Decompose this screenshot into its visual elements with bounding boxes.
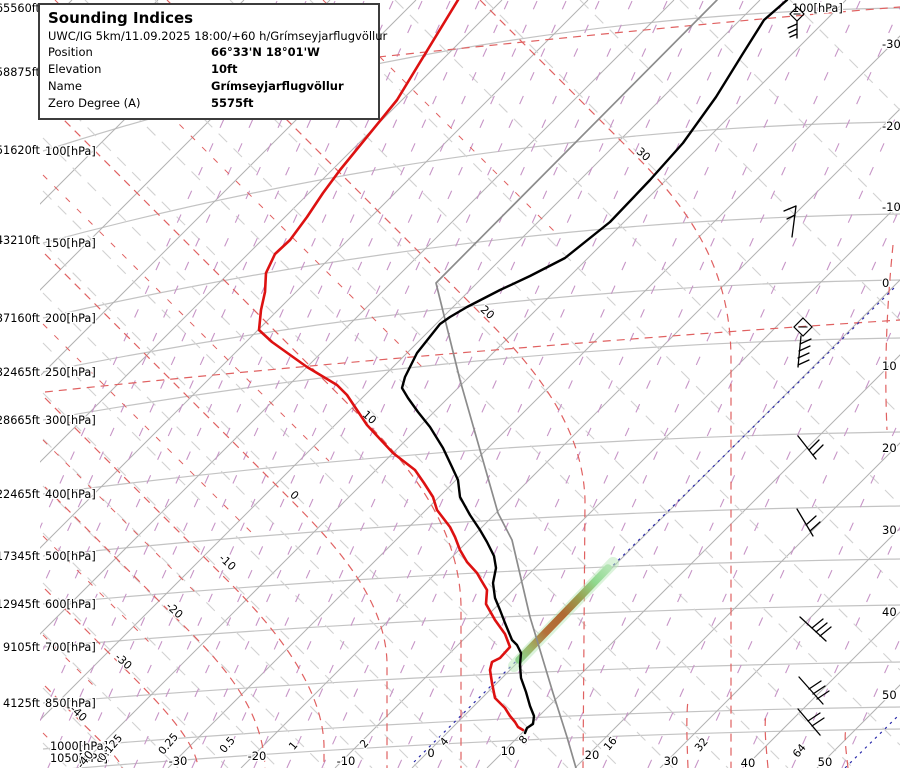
row-label-zero-degree: Zero Degree (A) [48, 96, 141, 110]
barb-200hpa [783, 205, 797, 238]
svg-text:9105ft: 9105ft [3, 641, 41, 654]
svg-text:0: 0 [287, 488, 301, 502]
svg-text:50: 50 [882, 688, 897, 702]
barb-300hpa [793, 317, 813, 368]
svg-text:250[hPa]: 250[hPa] [45, 366, 96, 379]
blue-reference-lines [413, 286, 900, 768]
gradient-highlight-segment [508, 557, 619, 672]
svg-text:1000[hPa]: 1000[hPa] [50, 740, 108, 753]
temperature-labels-right: -30 -20 -10 0 10 20 30 40 50 [881, 36, 900, 704]
barb-100hpa [787, 6, 805, 39]
panel-title: Sounding Indices [48, 9, 194, 27]
sounding-indices-panel: Sounding Indices UWC/IG 5km/11.09.2025 1… [38, 3, 388, 120]
svg-text:22465ft: 22465ft [0, 488, 41, 501]
svg-text:100[hPa]: 100[hPa] [45, 145, 96, 158]
svg-text:1050[hPa]: 1050[hPa] [50, 752, 108, 765]
row-value-name: Grímseyjarflugvöllur [211, 79, 344, 93]
row-value-elevation: 10ft [211, 62, 238, 76]
temperature-curve [400, 0, 789, 735]
panel-subtitle: UWC/IG 5km/11.09.2025 18:00/+60 h/Grímse… [48, 29, 388, 43]
svg-text:8: 8 [516, 733, 530, 747]
svg-text:17345ft: 17345ft [0, 550, 41, 563]
svg-text:-20: -20 [882, 119, 900, 133]
svg-text:32465ft: 32465ft [0, 366, 41, 379]
temperature-labels-bottom: -40 -30 -20 -100 10 20 30 40 50 [72, 743, 833, 768]
svg-text:30: 30 [882, 523, 897, 537]
svg-text:-30: -30 [169, 754, 188, 768]
panel-rows: Position 66°33'N 18°01'W Elevation 10ft … [48, 44, 370, 112]
svg-text:10: 10 [882, 359, 897, 373]
row-label-elevation: Elevation [48, 62, 102, 76]
barb-925hpa [797, 708, 825, 736]
svg-text:-20: -20 [163, 600, 185, 622]
svg-text:43210ft: 43210ft [0, 234, 41, 247]
row-value-position: 66°33'N 18°01'W [211, 45, 320, 59]
svg-text:150[hPa]: 150[hPa] [45, 237, 96, 250]
svg-text:-20: -20 [248, 749, 267, 763]
svg-text:12945ft: 12945ft [0, 598, 41, 611]
row-label-name: Name [48, 79, 82, 93]
svg-text:28665ft: 28665ft [0, 414, 41, 427]
moist-adiabat-lines [42, 0, 900, 768]
svg-text:-30: -30 [882, 37, 900, 51]
pressure-labels-left: 100[hPa] 150[hPa] 200[hPa] 250[hPa] 300[hPa]… [44, 144, 109, 767]
svg-text:30: 30 [664, 754, 679, 768]
row-value-zero-degree: 5575ft [211, 96, 254, 110]
svg-text:400[hPa]: 400[hPa] [45, 488, 96, 501]
pressure-label-right: 100[hPa] [792, 2, 843, 15]
svg-text:37160ft: 37160ft [0, 312, 41, 325]
altitude-labels-left: 65560ft 58875ft 51620ft 43210ft 37160ft 32465… [0, 1, 42, 712]
svg-text:10: 10 [501, 744, 516, 758]
svg-text:20: 20 [882, 441, 897, 455]
svg-text:-10: -10 [216, 552, 238, 574]
wind-barbs [783, 6, 832, 736]
barb-700hpa [799, 616, 832, 642]
svg-text:51620ft: 51620ft [0, 144, 41, 157]
svg-text:700[hPa]: 700[hPa] [45, 641, 96, 654]
svg-text:-10: -10 [337, 754, 356, 768]
row-label-position: Position [48, 45, 93, 59]
barb-850hpa [798, 676, 830, 705]
svg-text:-10: -10 [882, 200, 900, 214]
svg-text:4: 4 [437, 735, 451, 749]
svg-text:0: 0 [882, 276, 889, 290]
svg-text:40: 40 [741, 756, 756, 768]
svg-text:64: 64 [790, 741, 809, 760]
barb-500hpa [796, 508, 821, 537]
isobar-lines [42, 7, 900, 768]
svg-text:500[hPa]: 500[hPa] [45, 550, 96, 563]
svg-text:200[hPa]: 200[hPa] [45, 312, 96, 325]
svg-text:20: 20 [478, 303, 497, 322]
svg-text:600[hPa]: 600[hPa] [45, 598, 96, 611]
svg-text:58875ft: 58875ft [0, 66, 41, 79]
barb-400hpa [797, 435, 824, 460]
svg-text:4125ft: 4125ft [3, 697, 41, 710]
svg-text:-30: -30 [112, 651, 134, 673]
dewpoint-curve [257, 0, 525, 732]
svg-text:300[hPa]: 300[hPa] [45, 414, 96, 427]
parcel-curve [435, 0, 718, 768]
svg-text:850[hPa]: 850[hPa] [45, 697, 96, 710]
svg-text:50: 50 [818, 755, 833, 768]
svg-text:20: 20 [585, 748, 600, 762]
svg-text:65560ft: 65560ft [0, 2, 41, 15]
svg-text:0: 0 [427, 746, 434, 760]
svg-text:40: 40 [882, 605, 897, 619]
